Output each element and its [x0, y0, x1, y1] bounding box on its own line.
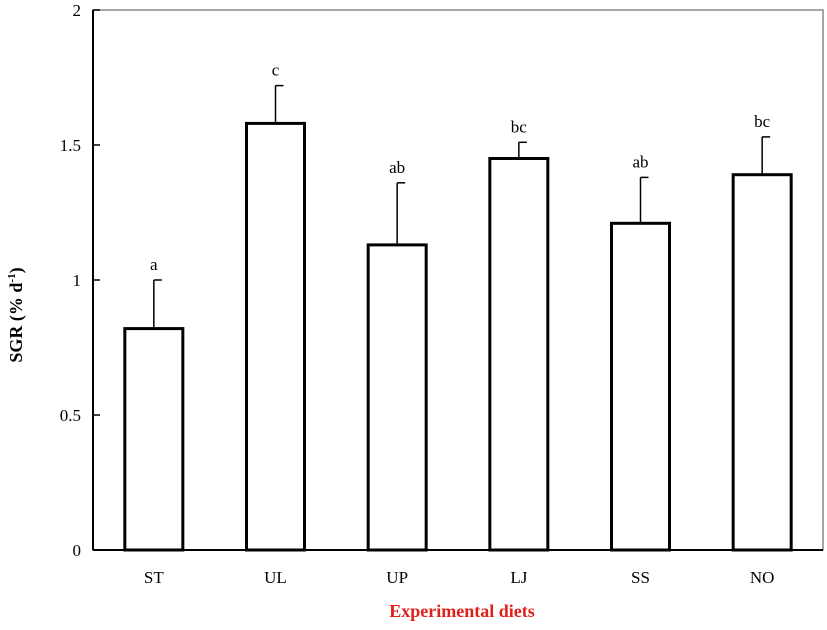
y-tick-label: 0.5: [60, 406, 81, 425]
x-tick-label: UP: [386, 568, 408, 587]
y-tick-label: 2: [73, 1, 82, 20]
y-axis-label-superscript: -1: [6, 273, 18, 282]
bar-st: [123, 327, 185, 552]
y-axis-label-close: ): [6, 267, 27, 273]
bars: [123, 121, 793, 552]
y-ticks: 0 0.5 1 1.5 2: [60, 1, 100, 560]
significance-label: c: [272, 61, 280, 80]
significance-label: ab: [389, 158, 405, 177]
significance-label: bc: [511, 117, 528, 136]
bar-ss: [610, 221, 671, 552]
significance-labels: a c ab bc ab bc: [150, 61, 771, 274]
x-ticks: ST UL UP LJ SS NO: [144, 568, 775, 587]
x-tick-label: ST: [144, 568, 164, 587]
significance-label: bc: [754, 112, 771, 131]
bar-up: [366, 243, 428, 552]
y-axis-label: SGR (% d-1): [6, 267, 27, 362]
y-tick-label: 1.5: [60, 136, 81, 155]
bar-no: [731, 173, 793, 552]
y-axis-label-main: SGR (% d: [6, 283, 27, 363]
significance-label: a: [150, 255, 158, 274]
x-tick-label: SS: [631, 568, 650, 587]
x-axis-label: Experimental diets: [389, 601, 535, 621]
significance-label: ab: [632, 152, 648, 171]
y-tick-label: 1: [73, 271, 82, 290]
error-bars: [153, 84, 771, 329]
x-tick-label: LJ: [510, 568, 527, 587]
x-tick-label: UL: [264, 568, 287, 587]
x-tick-label: NO: [750, 568, 775, 587]
y-tick-label: 0: [73, 541, 82, 560]
plot-frame: [92, 9, 824, 551]
bar-lj: [488, 157, 550, 552]
bar-ul: [245, 121, 306, 552]
